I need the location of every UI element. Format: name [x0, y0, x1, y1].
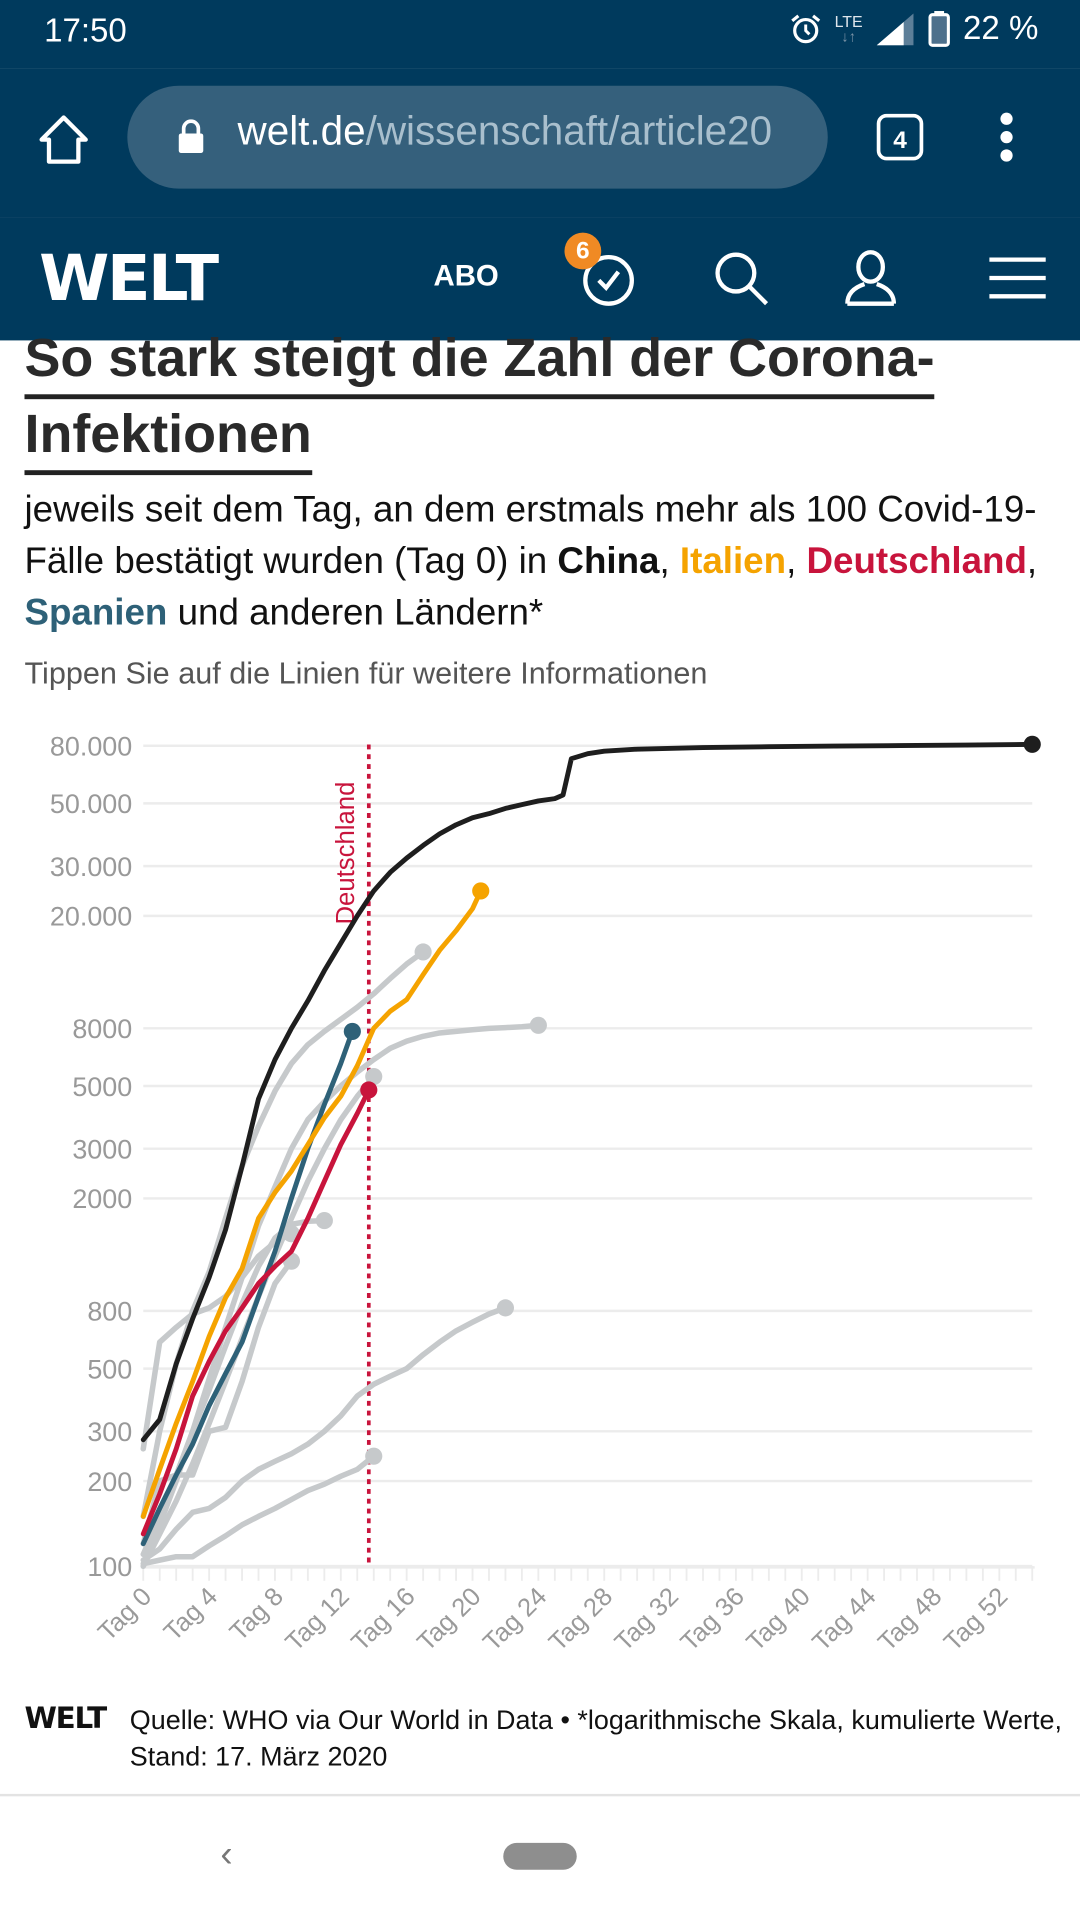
x-tick-label: Tag 0 [93, 1582, 157, 1646]
y-tick-label: 100 [87, 1552, 132, 1582]
legend-italy: Italien [679, 541, 787, 582]
source-note: Quelle: WHO via Our World in Data • *log… [129, 1704, 1062, 1772]
x-tick-label: Tag 24 [478, 1582, 552, 1656]
battery-icon [929, 10, 951, 47]
headline-line-2: Infektionen [24, 399, 312, 476]
y-tick-label: 500 [87, 1354, 132, 1384]
y-tick-label: 8000 [72, 1014, 132, 1044]
series-endpoint-other-3 [365, 1067, 383, 1086]
chart-headline: So stark steigt die Zahl der Corona- Inf… [24, 323, 1065, 476]
y-axis-ticks: 100 200 300 500 800 2000 3000 5000 8000 20.000 30.… [50, 732, 132, 1582]
divider [0, 1793, 1080, 1797]
x-tick-label: Tag 48 [873, 1582, 947, 1656]
series-endpoint-italien [472, 882, 490, 900]
lock-icon [178, 119, 204, 154]
series-line-other-6 [140, 1453, 377, 1567]
headline-line-1: So stark steigt die Zahl der Corona- [24, 323, 935, 400]
series-lines [140, 735, 1041, 1569]
welt-footer-logo: WELT [24, 1700, 107, 1736]
y-tick-label: 200 [87, 1467, 132, 1497]
legend-germany: Deutschland [806, 541, 1027, 582]
x-tick-label: Tag 28 [544, 1582, 618, 1656]
series-line-other-5 [140, 1305, 509, 1563]
browser-toolbar: welt.de/wissenschaft/article20 4 [0, 68, 1080, 218]
x-tick-label: Tag 44 [807, 1582, 881, 1656]
status-icons: LTE ↓↑ 22 % [788, 10, 1038, 48]
hamburger-menu-icon[interactable] [987, 247, 1048, 308]
series-endpoint-spanien [343, 1022, 361, 1040]
annotation-label: Deutschland [332, 782, 360, 925]
legend-spain: Spanien [24, 592, 168, 634]
y-tick-label: 2000 [72, 1184, 132, 1214]
y-tick-label: 80.000 [50, 732, 132, 762]
chart-subtitle: jeweils seit dem Tag, an dem erstmals me… [24, 489, 1038, 634]
home-gesture-pill[interactable] [503, 1842, 577, 1870]
browser-menu-button[interactable] [994, 112, 1018, 169]
x-tick-label: Tag 12 [280, 1582, 354, 1656]
x-tick-label: Tag 36 [676, 1582, 750, 1656]
grid-lines [143, 744, 1033, 1568]
alarm-icon [790, 14, 820, 43]
series-endpoint-other-5 [496, 1299, 515, 1317]
series-endpoint-other-2 [529, 1016, 547, 1034]
series-endpoint-other-1 [414, 943, 432, 961]
series-line-other-2 [140, 1022, 542, 1569]
series-line-deutschland [140, 1087, 372, 1537]
y-tick-label: 50.000 [50, 789, 132, 819]
y-tick-label: 30.000 [50, 852, 132, 882]
lte-indicator: LTE ↓↑ [834, 11, 863, 45]
user-icon[interactable] [840, 247, 901, 308]
x-tick-label: Tag 4 [159, 1582, 223, 1646]
y-tick-label: 800 [87, 1297, 132, 1327]
site-header: WELT ABO 6 [0, 217, 1080, 341]
series-endpoint-other-6 [365, 1447, 383, 1465]
abo-link[interactable]: ABO [433, 259, 499, 293]
x-tick-label: Tag 20 [412, 1582, 486, 1656]
back-button[interactable]: ‹ [220, 1834, 233, 1875]
history-icon[interactable] [578, 247, 639, 308]
search-icon[interactable] [710, 247, 771, 308]
x-tick-label: Tag 32 [610, 1582, 684, 1656]
series-line-italien [140, 888, 484, 1519]
line-chart[interactable]: 100 200 300 500 800 2000 3000 5000 8000 20.000 30.… [0, 710, 1080, 1690]
series-endpoint-deutschland [360, 1081, 378, 1099]
status-bar: 17:50 LTE ↓↑ 22 % [0, 0, 1080, 69]
y-tick-label: 5000 [72, 1072, 132, 1102]
battery-level: 22 % [963, 9, 1039, 47]
y-tick-label: 20.000 [50, 902, 132, 932]
welt-logo[interactable]: WELT [39, 242, 219, 316]
x-tick-label: Tag 40 [741, 1582, 815, 1656]
series-line-spanien [140, 1028, 355, 1547]
x-tick-label: Tag 52 [939, 1582, 1013, 1656]
url-bar[interactable]: welt.de/wissenschaft/article20 [127, 85, 828, 189]
y-tick-label: 300 [87, 1417, 132, 1447]
clock: 17:50 [44, 12, 127, 49]
series-endpoint-other-4 [315, 1212, 333, 1230]
tab-switcher-button[interactable]: 4 [876, 113, 924, 161]
annotation: Deutschland [332, 744, 371, 1567]
system-nav-bar: ‹ [0, 1797, 1080, 1920]
x-tick-label: Tag 16 [346, 1582, 420, 1656]
history-badge: 6 [564, 232, 602, 270]
legend-china: China [557, 541, 660, 582]
series-line-china [140, 741, 1035, 1443]
series-endpoint-china [1023, 735, 1041, 753]
signal-icon [877, 12, 915, 45]
chart-hint: Tippen Sie auf die Linien für weitere In… [24, 656, 708, 691]
url-text[interactable]: welt.de/wissenschaft/article20 [237, 107, 773, 154]
y-tick-label: 3000 [72, 1134, 132, 1164]
series-line-other-7 [140, 1231, 295, 1452]
home-button[interactable] [37, 113, 91, 167]
